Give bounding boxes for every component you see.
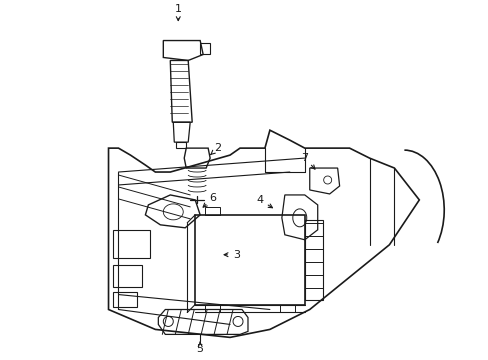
Bar: [112, 230, 150, 258]
Bar: [112, 265, 142, 287]
Bar: [176, 142, 186, 148]
Text: 3: 3: [233, 250, 240, 260]
Bar: [205, 305, 220, 312]
Text: 2: 2: [214, 143, 221, 153]
Bar: [205, 207, 220, 215]
Bar: [279, 305, 294, 312]
Bar: [112, 292, 137, 306]
Text: 5: 5: [196, 345, 203, 354]
Text: 1: 1: [174, 4, 182, 14]
Text: 6: 6: [209, 193, 216, 203]
Text: 4: 4: [256, 195, 263, 205]
Text: 7: 7: [301, 153, 308, 163]
Bar: [195, 215, 304, 305]
Bar: [200, 42, 210, 54]
Bar: [304, 220, 322, 300]
